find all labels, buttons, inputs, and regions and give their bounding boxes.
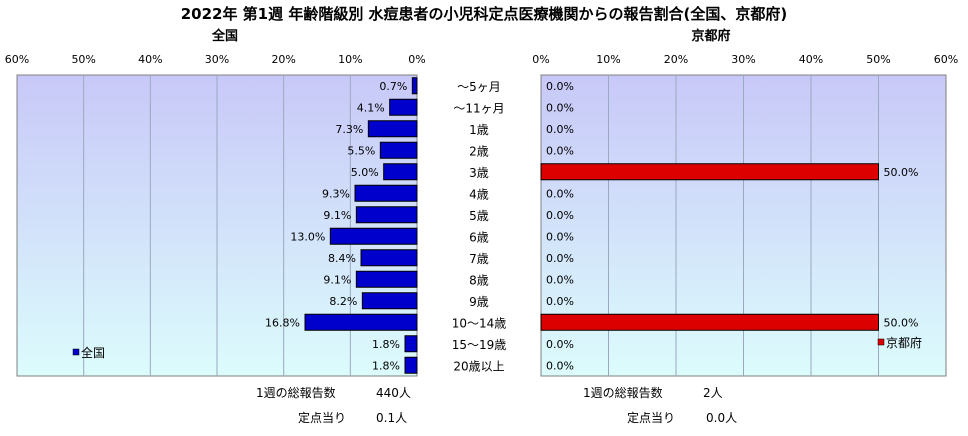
bar (329, 227, 418, 245)
bar (355, 270, 418, 288)
kyoto-total-label: 1週の総報告数 (583, 385, 663, 400)
legend-kyoto: 京都府 (877, 335, 922, 350)
x-tick-label: 30% (731, 53, 755, 66)
x-tick-label: 20% (271, 53, 295, 66)
bar (540, 313, 879, 331)
national-total-value: 440人 (376, 386, 411, 400)
data-label: 8.4% (328, 252, 356, 265)
category-label: 1歳 (469, 123, 489, 137)
category-label: ～11ヶ月 (453, 101, 504, 115)
national-per-label: 定点当り (298, 410, 346, 425)
category-label: 5歳 (469, 209, 489, 223)
x-tick-label: 60% (934, 53, 958, 66)
right-panel-title: 京都府 (691, 28, 730, 44)
data-label: 0.0% (546, 144, 574, 157)
bar (355, 206, 418, 224)
x-tick-label: 10% (596, 53, 620, 66)
data-label: 5.5% (347, 144, 375, 157)
kyoto-per-label: 定点当り (627, 410, 675, 425)
data-label: 0.0% (546, 273, 574, 286)
category-label: 6歳 (469, 230, 489, 244)
data-label: 8.2% (329, 295, 357, 308)
data-label: 7.3% (335, 123, 363, 136)
bar (354, 184, 418, 202)
data-label: 0.0% (546, 230, 574, 243)
x-tick-label: 20% (664, 53, 688, 66)
legend-national-swatch (72, 348, 80, 356)
category-label: 4歳 (469, 187, 489, 201)
bar (383, 163, 418, 181)
data-label: 0.0% (546, 338, 574, 351)
x-tick-label: 50% (71, 53, 95, 66)
bar (360, 249, 418, 267)
data-label: 0.0% (546, 295, 574, 308)
bar (404, 335, 418, 353)
data-label: 9.3% (322, 187, 350, 200)
data-label: 0.0% (546, 101, 574, 114)
data-label: 0.0% (546, 209, 574, 222)
legend-kyoto-label: 京都府 (886, 335, 922, 350)
x-tick-label: 40% (799, 53, 823, 66)
category-label: 20歳以上 (453, 359, 504, 373)
bar (304, 313, 418, 331)
data-label: 9.1% (323, 273, 351, 286)
category-label: 9歳 (469, 295, 489, 309)
data-label: 9.1% (323, 209, 351, 222)
legend-kyoto-swatch (877, 338, 885, 346)
bar (361, 292, 418, 310)
data-label: 50.0% (884, 166, 919, 179)
legend-national-label: 全国 (81, 345, 105, 360)
data-label: 0.0% (546, 359, 574, 372)
data-label: 0.0% (546, 187, 574, 200)
category-label: 10～14歳 (452, 316, 507, 330)
bar (367, 120, 418, 138)
x-tick-label: 50% (866, 53, 890, 66)
left-panel-title: 全国 (211, 28, 238, 44)
x-tick-label: 30% (205, 53, 229, 66)
x-tick-label: 10% (338, 53, 362, 66)
data-label: 50.0% (884, 316, 919, 329)
national-total-label: 1週の総報告数 (256, 385, 336, 400)
x-tick-label: 40% (138, 53, 162, 66)
category-label: 7歳 (469, 252, 489, 266)
category-label: ～5ヶ月 (457, 80, 501, 94)
bar (404, 356, 418, 374)
x-tick-label: 0% (408, 53, 425, 66)
kyoto-per-value: 0.0人 (706, 411, 737, 425)
data-label: 13.0% (290, 230, 325, 243)
data-label: 0.7% (379, 80, 407, 93)
national-per-value: 0.1人 (376, 411, 407, 425)
bar (540, 163, 879, 181)
data-label: 0.0% (546, 252, 574, 265)
x-tick-label: 60% (5, 53, 29, 66)
bar (411, 77, 418, 95)
data-label: 5.0% (351, 166, 379, 179)
category-label: 15～19歳 (452, 338, 507, 352)
kyoto-total-value: 2人 (703, 386, 723, 400)
data-label: 4.1% (357, 101, 385, 114)
chart-title: 2022年 第1週 年齢階級別 水痘患者の小児科定点医療機関からの報告割合(全国… (181, 5, 788, 23)
category-label: 2歳 (469, 144, 489, 158)
x-tick-label: 0% (532, 53, 549, 66)
data-label: 0.0% (546, 80, 574, 93)
data-label: 1.8% (372, 359, 400, 372)
bar (379, 141, 418, 159)
data-label: 1.8% (372, 338, 400, 351)
legend-national: 全国 (72, 345, 105, 360)
category-label: 8歳 (469, 273, 489, 287)
category-label: 3歳 (469, 166, 489, 180)
bar (389, 98, 418, 116)
data-label: 16.8% (265, 316, 300, 329)
data-label: 0.0% (546, 123, 574, 136)
